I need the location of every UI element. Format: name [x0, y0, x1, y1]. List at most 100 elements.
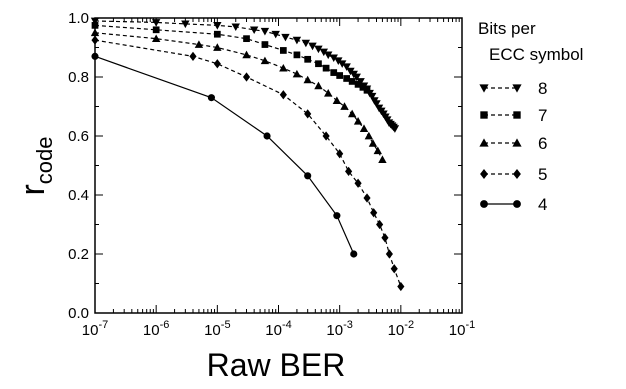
x-tick-label: 10-4	[265, 319, 291, 339]
legend-marker-left-8	[479, 84, 489, 93]
data-point-4	[263, 132, 271, 140]
series-line-5	[94, 39, 402, 287]
data-point-5	[322, 131, 330, 141]
legend-marker-left-4	[480, 200, 488, 208]
data-point-5	[91, 35, 99, 45]
data-point-7	[322, 64, 330, 72]
x-tick-label-base: 10	[82, 322, 99, 339]
data-point-5	[189, 51, 197, 61]
x-tick-label-exponent: -2	[404, 319, 414, 331]
data-point-4	[304, 172, 312, 180]
x-tick-label-base: 10	[388, 322, 405, 339]
data-point-7	[304, 55, 312, 63]
x-tick-label-exponent: -5	[221, 319, 231, 331]
data-point-6	[151, 34, 161, 43]
data-point-6	[347, 109, 357, 118]
data-point-6	[373, 146, 382, 155]
data-point-7	[152, 26, 160, 34]
y-tick-label: 0.0	[68, 305, 89, 322]
data-point-6	[260, 56, 270, 65]
series-line-6	[94, 32, 383, 160]
legend-marker-left-6	[479, 138, 489, 147]
data-point-4	[350, 250, 358, 258]
series-6	[90, 28, 387, 163]
legend-marker-right-8	[512, 84, 522, 93]
data-point-7	[336, 72, 344, 79]
data-point-5	[279, 90, 287, 100]
data-point-8	[390, 125, 400, 133]
y-tick-label: 0.4	[68, 187, 89, 204]
legend-marker-left-5	[480, 168, 488, 180]
legend-entry-4: 4	[480, 195, 547, 214]
data-point-5	[381, 233, 389, 243]
data-point-6	[292, 69, 302, 78]
data-point-8	[301, 39, 311, 48]
data-point-6	[359, 124, 369, 132]
series-5	[91, 35, 405, 292]
data-point-5	[242, 72, 251, 82]
data-point-5	[376, 219, 384, 230]
data-point-7	[363, 86, 371, 94]
data-point-8	[337, 60, 347, 68]
data-point-4	[333, 212, 341, 220]
data-point-5	[304, 109, 312, 119]
series-line-4	[94, 55, 355, 255]
legend-label-6: 6	[538, 134, 547, 153]
series-line-7	[94, 24, 368, 91]
data-point-8	[372, 100, 381, 108]
data-point-6	[213, 43, 222, 51]
x-axis-title: Raw BER	[207, 347, 346, 383]
y-tick-label: 0.8	[68, 69, 89, 86]
data-point-5	[213, 59, 221, 69]
x-tick-label-exponent: -7	[98, 319, 108, 331]
series-7	[91, 22, 371, 94]
data-point-8	[342, 63, 351, 71]
x-tick-label-base: 10	[326, 322, 343, 339]
data-point-8	[319, 48, 328, 57]
data-point-6	[279, 63, 288, 72]
axis-ticks: 10-7 10-6 10-5 10-4 10-3 10-2 10-10.00.20.40.6…	[68, 10, 475, 339]
data-point-7	[348, 78, 356, 85]
legend-entry-5: 5	[480, 165, 547, 184]
data-point-8	[213, 22, 222, 30]
x-tick-label: 10-3	[326, 319, 352, 339]
data-point-5	[354, 178, 362, 188]
x-tick-label-exponent: -3	[343, 319, 353, 331]
data-point-8	[151, 19, 161, 27]
y-axis-title-subscript: code	[32, 136, 57, 184]
series-8	[90, 17, 400, 133]
data-point-7	[330, 69, 338, 76]
legend-marker-right-7	[513, 111, 521, 119]
data-point-7	[279, 47, 287, 54]
data-point-5	[385, 249, 393, 259]
data-point-8	[249, 26, 259, 34]
data-point-7	[359, 83, 367, 91]
x-tick-label: 10-2	[388, 319, 414, 339]
data-point-6	[340, 102, 349, 110]
data-point-6	[378, 155, 387, 163]
legend-label-4: 4	[538, 195, 547, 214]
series-4	[91, 52, 358, 258]
data-point-6	[303, 75, 312, 84]
data-point-8	[324, 51, 333, 60]
y-axis-title-main: r	[14, 184, 52, 195]
data-point-8	[260, 27, 270, 36]
data-point-6	[332, 96, 342, 104]
data-point-8	[281, 33, 290, 42]
legend-entry-7: 7	[480, 106, 547, 125]
legend-label-5: 5	[538, 165, 547, 184]
x-tick-label-base: 10	[265, 322, 282, 339]
data-point-5	[370, 208, 378, 218]
data-point-8	[181, 20, 190, 29]
y-tick-label: 0.2	[68, 246, 89, 263]
data-point-5	[397, 281, 405, 292]
data-point-8	[292, 36, 302, 45]
legend-marker-right-5	[513, 168, 521, 180]
data-point-8	[367, 92, 377, 101]
legend-title-line1: Bits per	[478, 19, 536, 38]
data-point-4	[91, 52, 99, 60]
data-point-6	[368, 139, 378, 147]
data-point-5	[363, 193, 371, 203]
data-point-8	[329, 54, 338, 63]
x-tick-label-base: 10	[204, 322, 221, 339]
